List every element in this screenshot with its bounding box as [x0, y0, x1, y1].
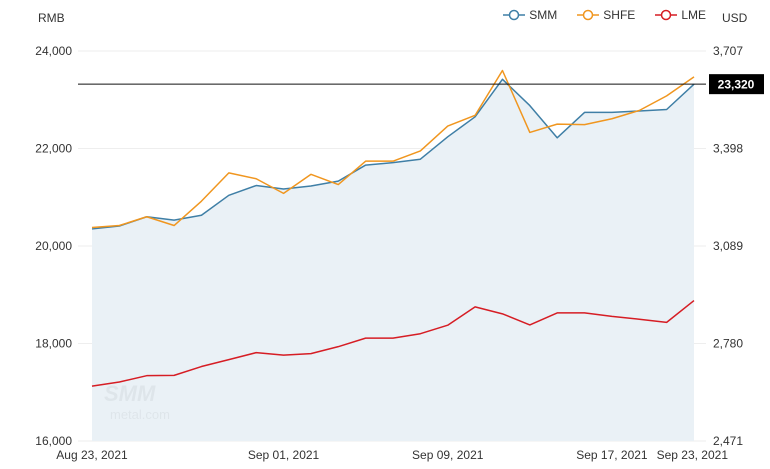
right-axis-tick-label: 2,471	[713, 434, 743, 448]
legend-label-lme: LME	[681, 8, 706, 22]
lme-legend-marker-icon	[655, 9, 678, 21]
left-axis-unit: RMB	[38, 11, 65, 25]
x-axis-tick-label: Sep 23, 2021	[657, 448, 729, 462]
watermark-text: metal.com	[110, 407, 170, 422]
right-axis-tick-label: 3,707	[713, 44, 743, 58]
current-value-label: 23,320	[718, 78, 755, 92]
smm-area-fill	[92, 79, 694, 442]
right-axis-tick-label: 3,089	[713, 239, 743, 253]
left-axis-tick-label: 22,000	[35, 142, 72, 156]
x-axis-tick-label: Sep 09, 2021	[412, 448, 484, 462]
left-axis-tick-label: 16,000	[35, 434, 72, 448]
legend-item-shfe[interactable]: SHFE	[577, 8, 635, 22]
left-axis-tick-label: 24,000	[35, 44, 72, 58]
x-axis-tick-label: Sep 17, 2021	[576, 448, 648, 462]
x-axis-tick-label: Sep 01, 2021	[248, 448, 320, 462]
chart-legend: SMM SHFE LME	[503, 8, 706, 22]
series-line-smm	[91, 78, 695, 230]
series-line-shfe	[91, 69, 695, 229]
left-axis-tick-label: 18,000	[35, 337, 72, 351]
legend-label-shfe: SHFE	[603, 8, 636, 22]
smm-legend-marker-icon	[503, 9, 526, 21]
right-axis-unit: USD	[722, 11, 748, 25]
legend-item-smm[interactable]: SMM	[503, 8, 557, 22]
legend-item-lme[interactable]: LME	[655, 8, 706, 22]
series-line-lme	[91, 300, 695, 387]
x-axis-tick-label: Aug 23, 2021	[56, 448, 128, 462]
shfe-legend-marker-icon	[577, 9, 600, 21]
legend-label-smm: SMM	[529, 8, 558, 22]
watermark-logo: SMM	[104, 381, 156, 406]
right-axis-tick-label: 3,398	[713, 142, 743, 156]
left-axis-tick-label: 20,000	[35, 239, 72, 253]
right-axis-tick-label: 2,780	[713, 337, 743, 351]
current-value-badge	[709, 74, 764, 95]
